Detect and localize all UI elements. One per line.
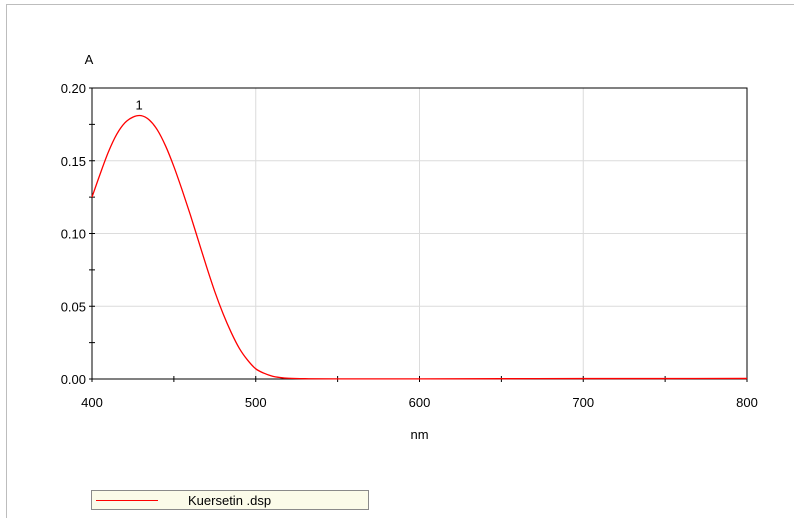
peak-label: 1 <box>136 98 143 113</box>
series-line <box>91 114 748 380</box>
tick-labels: 400 500 600 700 800 0.00 0.05 0.10 0.15 0.20 <box>61 81 758 410</box>
y-axis-label: A <box>85 52 94 67</box>
legend-label: Kuersetin .dsp <box>188 492 272 508</box>
axis-ticks <box>89 87 748 382</box>
legend: Kuersetin .dsp <box>91 490 369 510</box>
grid <box>92 88 747 379</box>
y-tick-label: 0.15 <box>61 154 86 169</box>
chart-frame: 400 500 600 700 800 0.00 0.05 0.10 0.15 0.20 A nm… <box>6 4 794 518</box>
spectrum-chart: 400 500 600 700 800 0.00 0.05 0.10 0.15 0.20 A nm… <box>61 52 758 442</box>
y-tick-label: 0.20 <box>61 81 86 96</box>
y-tick-label: 0.00 <box>61 372 86 387</box>
x-tick-label: 800 <box>736 395 758 410</box>
y-tick-label: 0.10 <box>61 227 86 242</box>
x-tick-label: 500 <box>245 395 267 410</box>
x-tick-label: 700 <box>572 395 594 410</box>
x-axis-label: nm <box>410 427 428 442</box>
legend-swatch <box>96 499 158 501</box>
y-tick-label: 0.05 <box>61 299 86 314</box>
x-tick-label: 400 <box>81 395 103 410</box>
annotations: 1 <box>136 98 143 113</box>
x-tick-label: 600 <box>409 395 431 410</box>
